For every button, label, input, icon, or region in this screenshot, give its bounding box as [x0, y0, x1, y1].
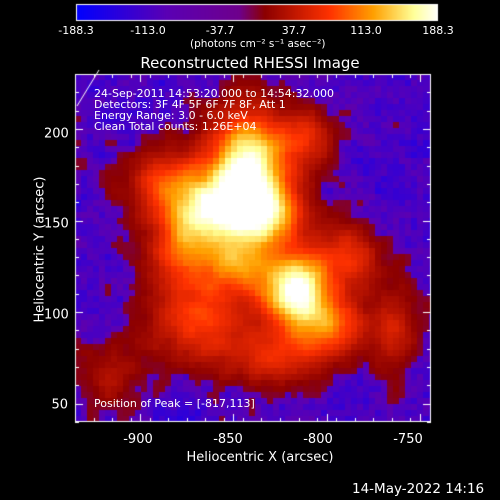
colorbar-tick-label: -188.3	[58, 24, 94, 37]
y-tick-label: 150	[44, 216, 69, 232]
colorbar-unit-label: (photons cm⁻² s⁻¹ asec⁻²)	[190, 38, 326, 50]
x-tick-label: -850	[213, 432, 243, 447]
x-axis-label: Heliocentric X (arcsec)	[186, 450, 334, 465]
chart-title: Reconstructed RHESSI Image	[140, 54, 360, 72]
colorbar-tick-label: -37.7	[205, 24, 235, 37]
x-tick-label: -800	[303, 432, 333, 447]
colorbar-tick-label: 37.7	[281, 24, 307, 37]
info-detectors: Detectors: 3F 4F 5F 6F 7F 8F, Att 1	[94, 98, 286, 111]
y-tick-label: 50	[51, 397, 68, 413]
x-tick-label: -750	[393, 432, 423, 447]
render-timestamp: 14-May-2022 14:16	[352, 481, 485, 497]
y-tick-label: 200	[44, 126, 69, 142]
colorbar-tick-label: 113.0	[350, 24, 382, 37]
info-energy-range: Energy Range: 3.0 - 6.0 keV	[94, 109, 248, 122]
x-tick-label: -900	[123, 432, 153, 447]
colorbar-tick-label: -113.0	[130, 24, 166, 37]
info-method-counts: Clean Total counts: 1.26E+04	[94, 120, 257, 133]
y-tick-label: 100	[44, 307, 69, 323]
info-time-range: 24-Sep-2011 14:53:20.000 to 14:54:32.000	[94, 87, 334, 100]
peak-position-label: Position of Peak = [-817,113]	[94, 397, 255, 410]
y-axis-label: Heliocentric Y (arcsec)	[32, 176, 48, 323]
colorbar-tick-label: 188.3	[422, 24, 454, 37]
